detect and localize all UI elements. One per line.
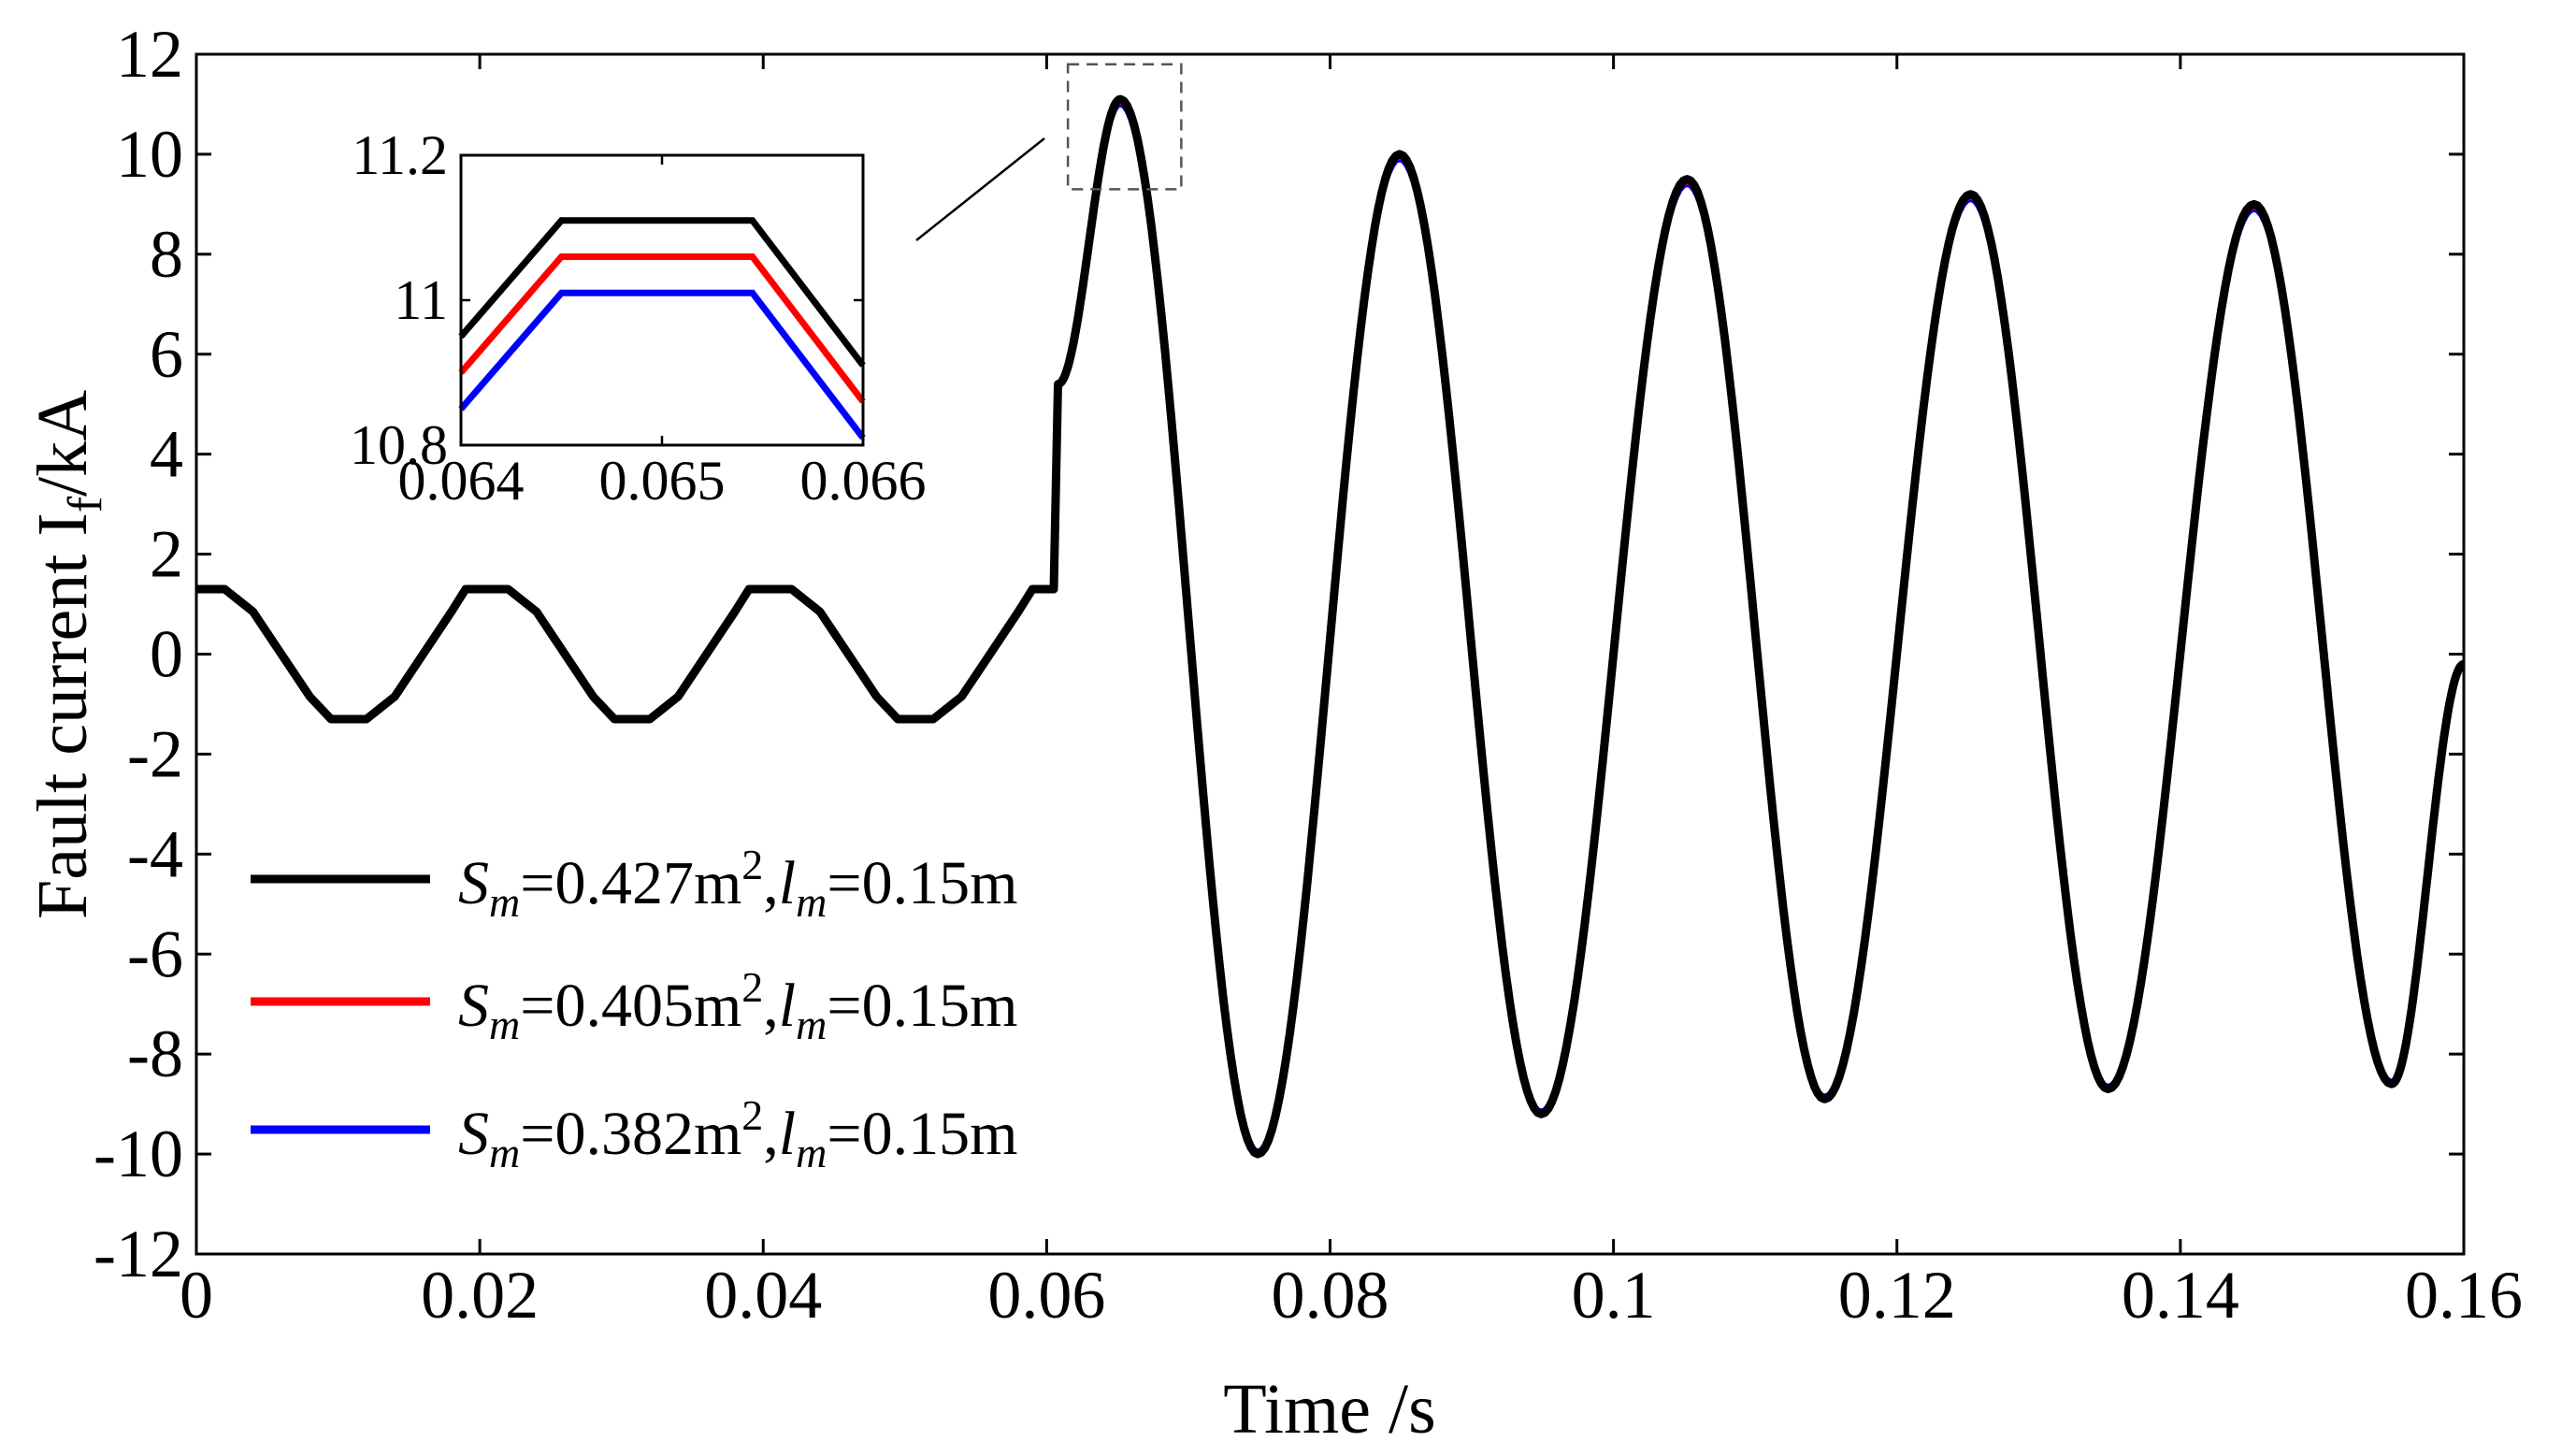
y-axis-title: Fault current If/kA (23, 390, 112, 919)
x-tick-label: 0.12 (1838, 1258, 1956, 1333)
y-axis-title-tail: /kA (23, 390, 102, 497)
y-tick-label: -10 (94, 1117, 183, 1191)
y-tick-label: -12 (94, 1217, 183, 1291)
x-tick-label: 0.14 (2122, 1258, 2239, 1333)
y-tick-label: 2 (150, 517, 183, 592)
inset-y-tick-label: 10.8 (350, 414, 448, 476)
y-tick-label: -6 (127, 916, 183, 991)
x-axis-title: Time /s (1223, 1370, 1435, 1449)
y-tick-label: 8 (150, 217, 183, 292)
legend-label-series-1: Sm=0.427m2,lm=0.15m (458, 841, 1017, 926)
y-tick-label: 0 (150, 617, 183, 692)
x-axis-tick-labels: 0 0.02 0.04 0.06 0.08 0.1 0.12 0.14 0.16 (180, 1258, 2523, 1333)
inset-traces (458, 217, 866, 440)
zoom-region-box (1066, 63, 1183, 191)
inset-zoom-plot: 0.064 0.065 0.066 10.8 11 11.2 (350, 124, 927, 512)
inset-y-tick-label: 11 (394, 269, 448, 331)
x-tick-label: 0.04 (704, 1258, 822, 1333)
legend-label-series-3: Sm=0.382m2,lm=0.15m (458, 1091, 1017, 1176)
y-tick-label: 4 (150, 417, 183, 492)
y-tick-label: 6 (150, 317, 183, 392)
legend-label-series-2: Sm=0.405m2,lm=0.15m (458, 963, 1017, 1048)
y-tick-label: -8 (127, 1016, 183, 1091)
y-axis-title-main: Fault current I (23, 512, 102, 919)
y-tick-label: -4 (127, 816, 183, 891)
x-tick-label: 0.1 (1572, 1258, 1656, 1333)
y-tick-label: -2 (127, 716, 183, 791)
inset-tick-labels: 0.064 0.065 0.066 10.8 11 11.2 (350, 124, 927, 512)
inset-x-tick-label: 0.066 (800, 450, 927, 512)
inset-series-line-1 (458, 217, 866, 368)
y-axis-title-subscript: f (59, 496, 112, 512)
legend: Sm=0.427m2,lm=0.15m Sm=0.405m2,lm=0.15m … (251, 841, 1017, 1176)
y-axis-ticks (196, 52, 2464, 1256)
x-tick-label: 0.08 (1272, 1258, 1389, 1333)
main-traces (196, 94, 2467, 1159)
series-line-1 (196, 94, 2467, 1159)
x-tick-label: 0.16 (2405, 1258, 2523, 1333)
y-axis-tick-labels: -12 -10 -8 -6 -4 -2 0 2 4 6 8 10 12 (94, 17, 183, 1291)
y-tick-label: 10 (116, 117, 183, 192)
y-tick-label: 12 (116, 17, 183, 92)
inset-y-tick-label: 11.2 (352, 124, 448, 186)
x-tick-label: 0.02 (421, 1258, 539, 1333)
inset-ticks (459, 153, 865, 447)
inset-x-tick-label: 0.064 (398, 450, 525, 512)
inset-series-line-3 (458, 289, 866, 440)
zoom-leader-line (915, 137, 1045, 241)
inset-x-tick-label: 0.065 (599, 450, 726, 512)
x-axis-ticks (194, 54, 2466, 1254)
x-tick-label: 0.06 (987, 1258, 1105, 1333)
inset-series-line-2 (458, 253, 866, 404)
x-tick-label: 0 (180, 1258, 213, 1333)
